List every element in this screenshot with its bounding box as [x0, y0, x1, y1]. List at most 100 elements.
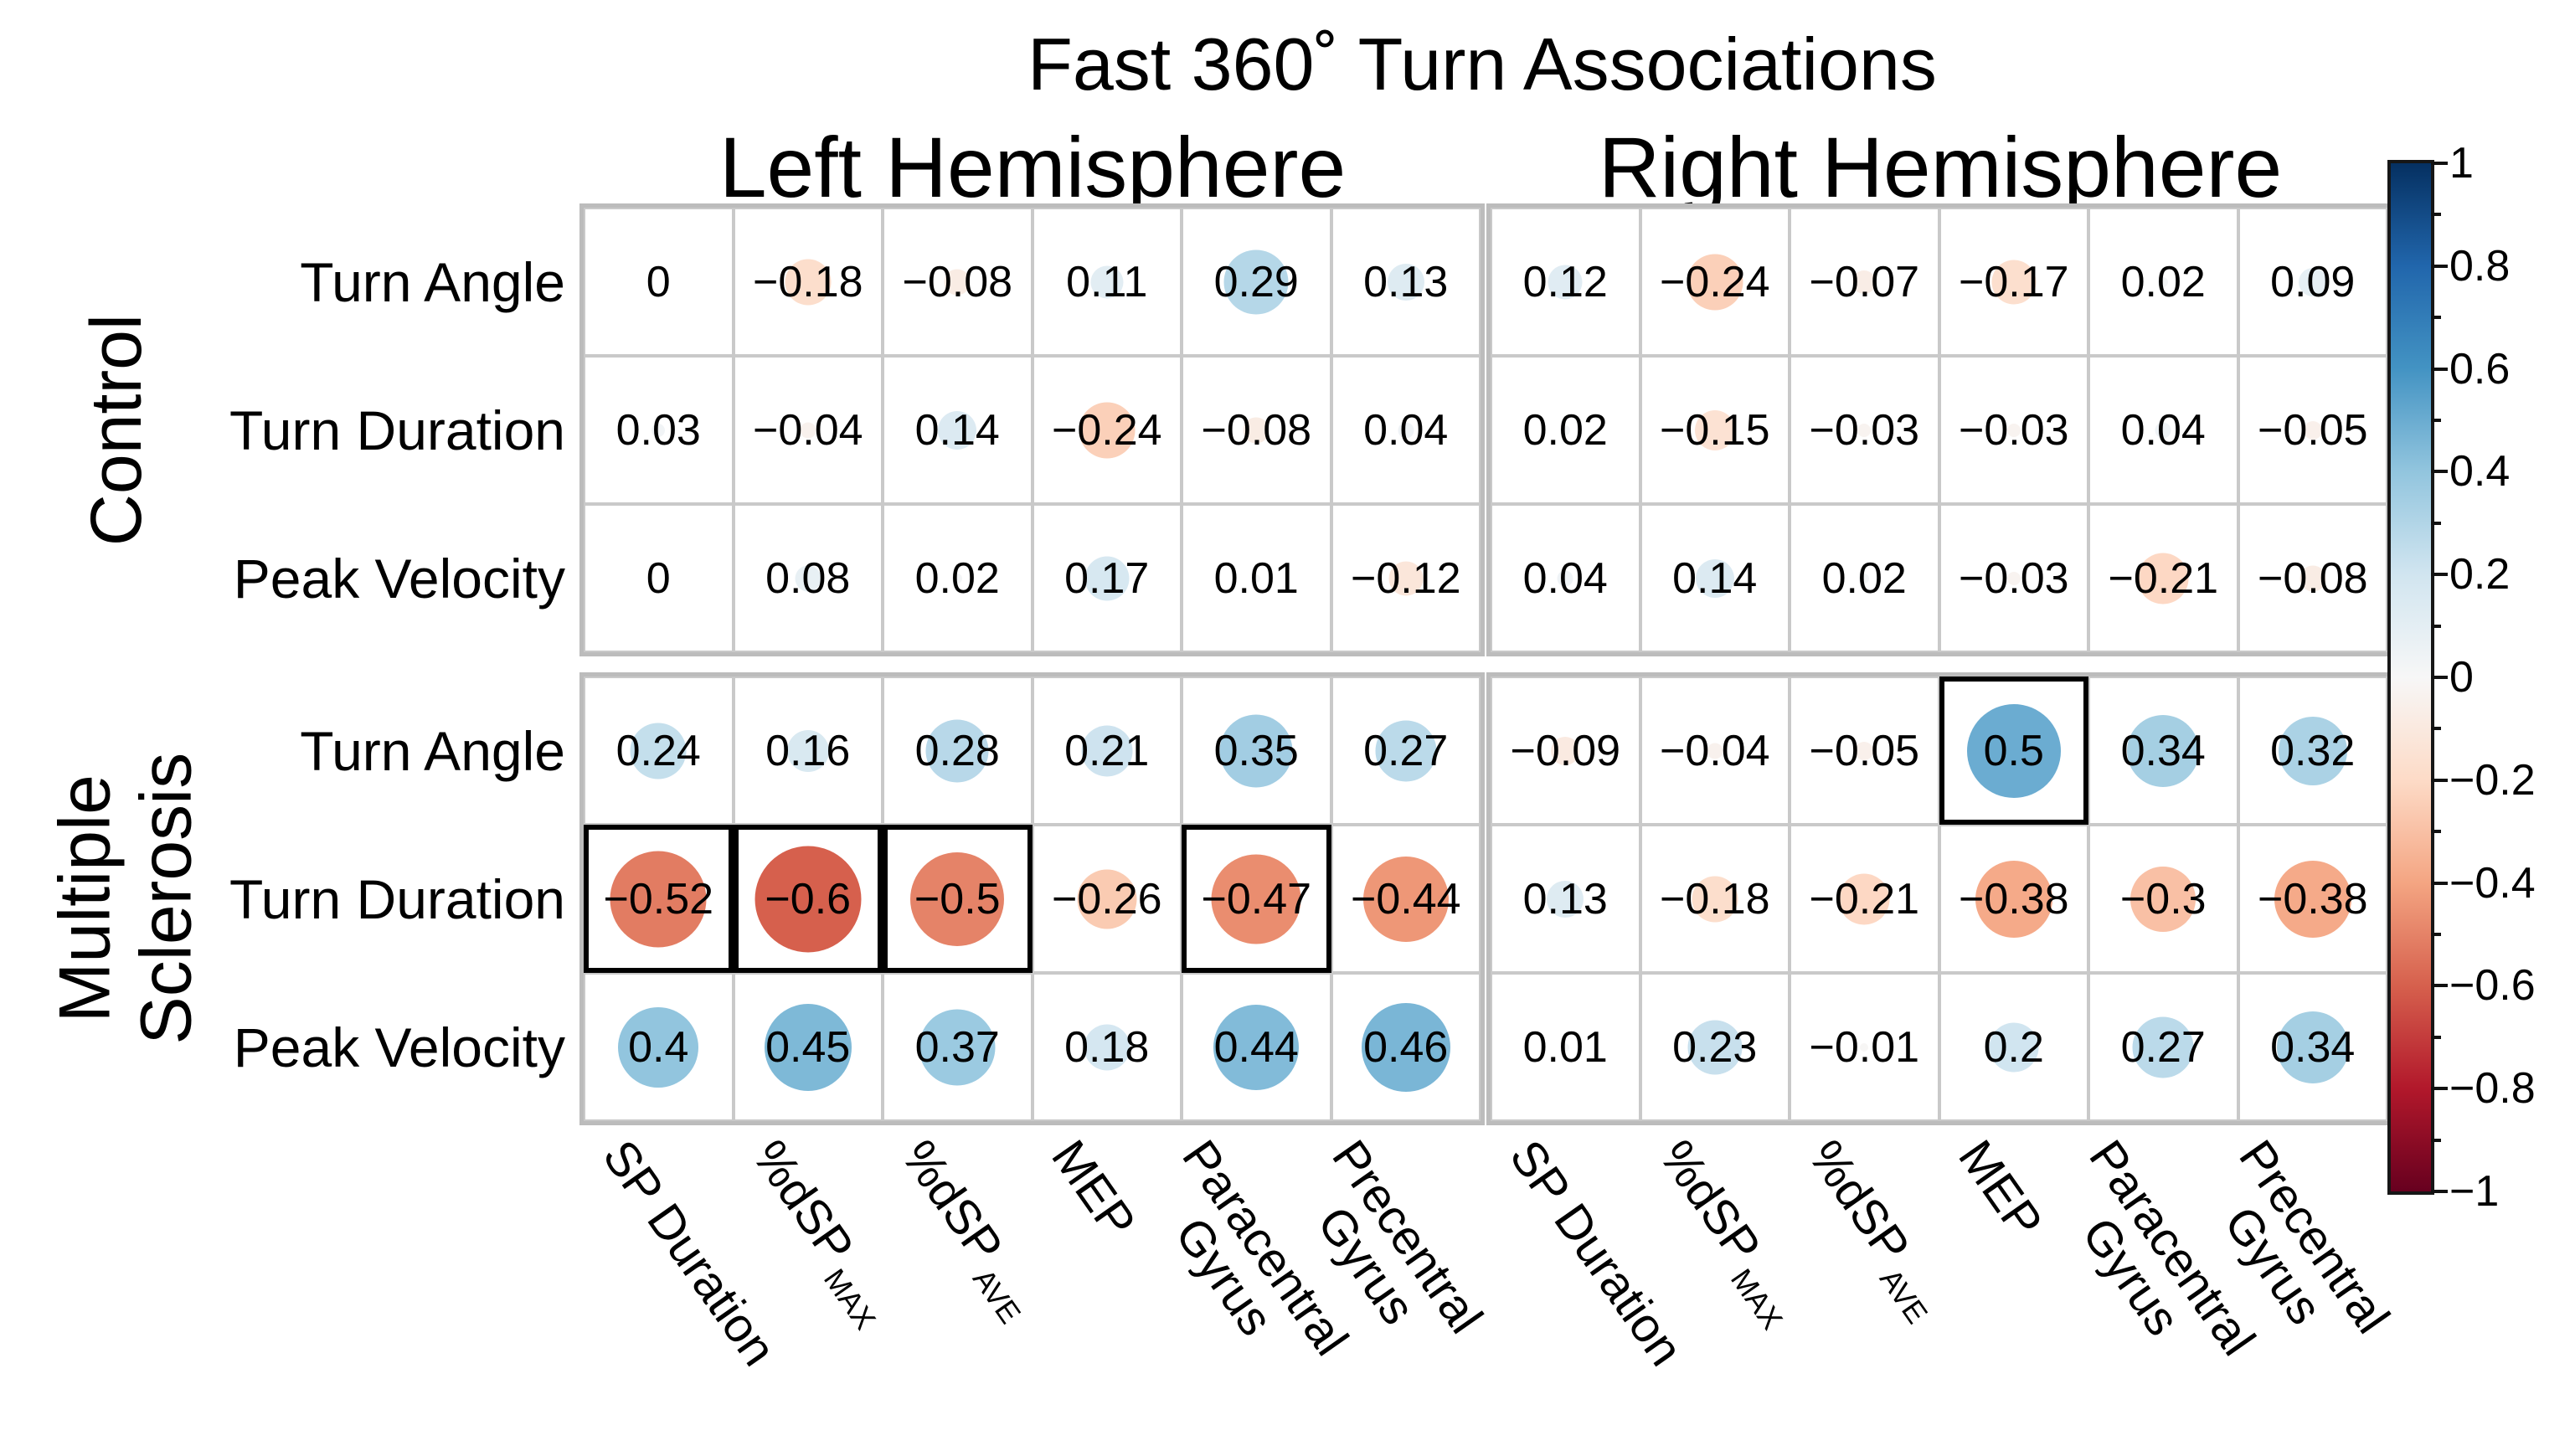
row-label-control-turn-duration: Turn Duration	[229, 399, 565, 461]
correlation-value: 0.28	[914, 726, 1000, 775]
correlation-value: −0.26	[1051, 874, 1162, 924]
matrix-cell: 0.08	[733, 504, 883, 652]
correlation-bubble	[2303, 420, 2322, 440]
colorbar-major-tick	[2431, 470, 2448, 474]
correlation-bubble	[1398, 422, 1414, 438]
correlation-value: 0.23	[1672, 1022, 1758, 1072]
colorbar-tick-label: −0.8	[2449, 1064, 2536, 1114]
col-label-right-2: %dSPAVE	[1798, 1130, 1935, 1330]
colorbar-minor-tick	[2431, 213, 2441, 217]
correlation-bubble	[1557, 570, 1573, 586]
correlation-value: 0.17	[1064, 553, 1150, 603]
correlation-value: −0.03	[1958, 405, 2069, 455]
matrix-cell: 0.5	[1939, 677, 2088, 825]
correlation-value: 0.21	[1064, 726, 1150, 775]
matrix-cell: −0.44	[1331, 825, 1481, 973]
correlation-bubble	[1077, 869, 1137, 929]
correlation-bubble	[2274, 860, 2351, 938]
matrix-cell: −0.47	[1182, 825, 1331, 973]
correlation-bubble	[2137, 553, 2189, 604]
matrix-cell: 0.44	[1182, 973, 1331, 1121]
correlation-value: −0.18	[1659, 874, 1770, 924]
matrix-cell: −0.04	[733, 356, 883, 504]
correlation-bubble	[1707, 743, 1723, 759]
matrix-cell: 0.09	[2238, 208, 2387, 356]
colorbar-major-tick	[2431, 881, 2448, 885]
correlation-value: 0.13	[1522, 874, 1608, 924]
matrix-cell: −0.5	[883, 825, 1033, 973]
matrix-cell: −0.3	[2088, 825, 2238, 973]
correlation-value: 0.45	[765, 1022, 851, 1072]
matrix-cell: 0.46	[1331, 973, 1481, 1121]
correlation-value: −0.03	[1809, 405, 1920, 455]
matrix-cell: −0.08	[2238, 504, 2387, 652]
correlation-bubble	[1561, 1042, 1570, 1052]
matrix-cell: −0.24	[1032, 356, 1182, 504]
matrix-cell: 0.17	[1032, 504, 1182, 652]
colorbar-minor-tick	[2431, 1138, 2441, 1142]
matrix-cell: −0.03	[1790, 356, 1939, 504]
correlation-bubble	[1687, 254, 1743, 310]
correlation-value: 0.14	[1672, 553, 1758, 603]
correlation-bubble	[1547, 880, 1584, 918]
correlation-bubble	[1860, 1042, 1869, 1052]
correlation-value: −0.15	[1659, 405, 1770, 455]
correlation-bubble	[2006, 423, 2021, 437]
left-hemisphere-title: Left Hemisphere	[718, 120, 1347, 215]
correlation-value: −0.08	[1201, 405, 1312, 455]
colorbar-minor-tick	[2431, 624, 2441, 628]
correlation-value: −0.24	[1659, 257, 1770, 306]
matrix-cell: 0.13	[1331, 208, 1481, 356]
matrix-cell: 0.37	[883, 973, 1033, 1121]
correlation-value: −0.09	[1510, 726, 1621, 775]
correlation-value: −0.24	[1051, 405, 1162, 455]
matrix-cell: −0.05	[1790, 677, 1939, 825]
correlation-value: 0.44	[1213, 1022, 1299, 1072]
correlation-bubble	[610, 851, 707, 947]
correlation-bubble	[2158, 276, 2169, 287]
correlation-bubble	[1838, 873, 1890, 924]
correlation-bubble	[800, 422, 816, 438]
matrix-cell: 0.03	[584, 356, 734, 504]
correlation-bubble	[1081, 725, 1133, 776]
correlation-bubble	[1243, 417, 1269, 443]
correlation-value: −0.38	[1958, 874, 2069, 924]
correlation-bubble	[1223, 250, 1289, 314]
correlation-value: −0.21	[1809, 874, 1920, 924]
correlation-value: 0.29	[1213, 257, 1299, 306]
matrix-cell: 0.01	[1182, 504, 1331, 652]
matrix-cell: 0.04	[1491, 504, 1640, 652]
correlation-value: 0.11	[1066, 257, 1148, 306]
matrix-cell: −0.03	[1939, 504, 2088, 652]
correlation-value: −0.04	[1659, 726, 1770, 775]
correlation-bubble	[1989, 1022, 2039, 1072]
colorbar-major-tick	[2431, 162, 2448, 165]
colorbar-tick-label: 1	[2449, 139, 2474, 188]
correlation-value: −0.12	[1350, 553, 1461, 603]
colorbar-tick-label: 0	[2449, 653, 2474, 702]
correlation-value: −0.07	[1809, 257, 1920, 306]
matrix-cell: 0.04	[1331, 356, 1481, 504]
colorbar-minor-tick	[2431, 521, 2441, 525]
colorbar-major-tick	[2431, 573, 2448, 577]
colorbar-major-tick	[2431, 984, 2448, 988]
correlation-bubble	[1084, 556, 1130, 600]
matrix-cell: −0.38	[2238, 825, 2387, 973]
correlation-value: 0.02	[1522, 405, 1608, 455]
correlation-bubble	[1859, 573, 1870, 584]
correlation-value: 0.5	[1983, 726, 2044, 775]
matrix-cell: 0.34	[2088, 677, 2238, 825]
row-label-multiple_sclerosis-peak-velocity: Peak Velocity	[233, 1016, 565, 1078]
matrix-cell: 0.18	[1032, 973, 1182, 1121]
matrix-cell: 0.29	[1182, 208, 1331, 356]
correlation-value: −0.5	[914, 874, 1001, 924]
correlation-value: 0.37	[914, 1022, 1000, 1072]
correlation-bubble	[1362, 856, 1449, 942]
matrix-cell: 0.04	[2088, 356, 2238, 504]
correlation-bubble	[2130, 866, 2196, 932]
colorbar-tick-label: −1	[2449, 1167, 2500, 1216]
correlation-bubble	[1219, 714, 1293, 787]
colorbar-major-tick	[2431, 1087, 2448, 1091]
matrix-cell: −0.04	[1640, 677, 1790, 825]
col-label-right-3: MEP	[1947, 1130, 2053, 1248]
